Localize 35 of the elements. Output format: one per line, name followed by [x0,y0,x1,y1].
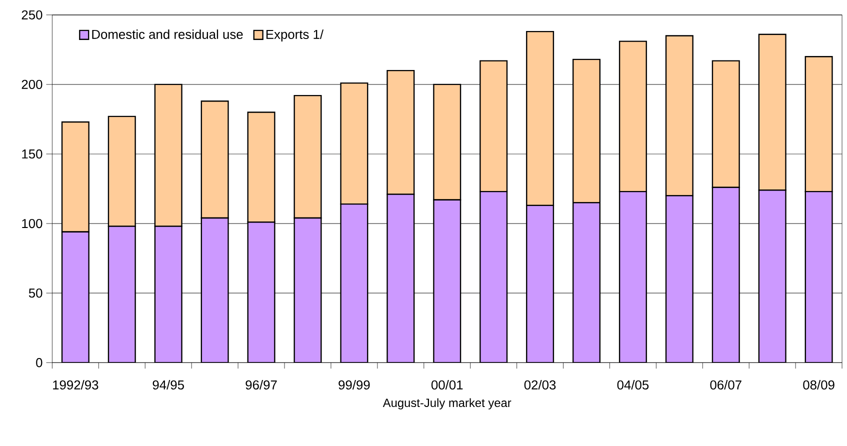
legend-label: Domestic and residual use [92,29,243,39]
bar [201,218,228,363]
bar [480,192,507,363]
x-tick-label: 96/97 [246,380,277,390]
y-tick-label: 100 [22,218,42,228]
x-tick-label: 02/03 [524,380,556,390]
x-tick-label: 1992/93 [53,380,98,390]
legend-label: Exports 1/ [266,29,324,42]
bar [804,190,833,363]
bar [666,196,693,363]
bar [712,187,740,363]
bar [248,222,275,363]
bar [108,226,136,363]
x-tick-label: 94/95 [152,380,184,390]
bar [620,192,646,363]
bar [526,205,554,363]
y-tick-label: 150 [22,149,42,159]
y-tick-label: 50 [28,288,42,298]
x-tick-label: 06/07 [710,380,742,390]
y-tick-label: 250 [22,10,42,20]
x-tick-label: 04/05 [617,380,649,390]
bar [340,204,368,363]
bar [62,232,89,363]
bar [434,200,461,363]
bar [758,190,786,363]
x-tick-label: 00/01 [431,380,463,390]
y-tick-label: 200 [22,80,42,89]
bar [154,226,182,363]
bar [294,218,322,363]
bar [573,202,600,363]
x-tick-label: 08/09 [803,380,834,390]
bar [387,194,414,363]
x-axis-title: August-July market year [382,398,512,410]
x-tick-label: 99/99 [338,380,370,390]
y-tick-label: 0 [36,358,42,368]
